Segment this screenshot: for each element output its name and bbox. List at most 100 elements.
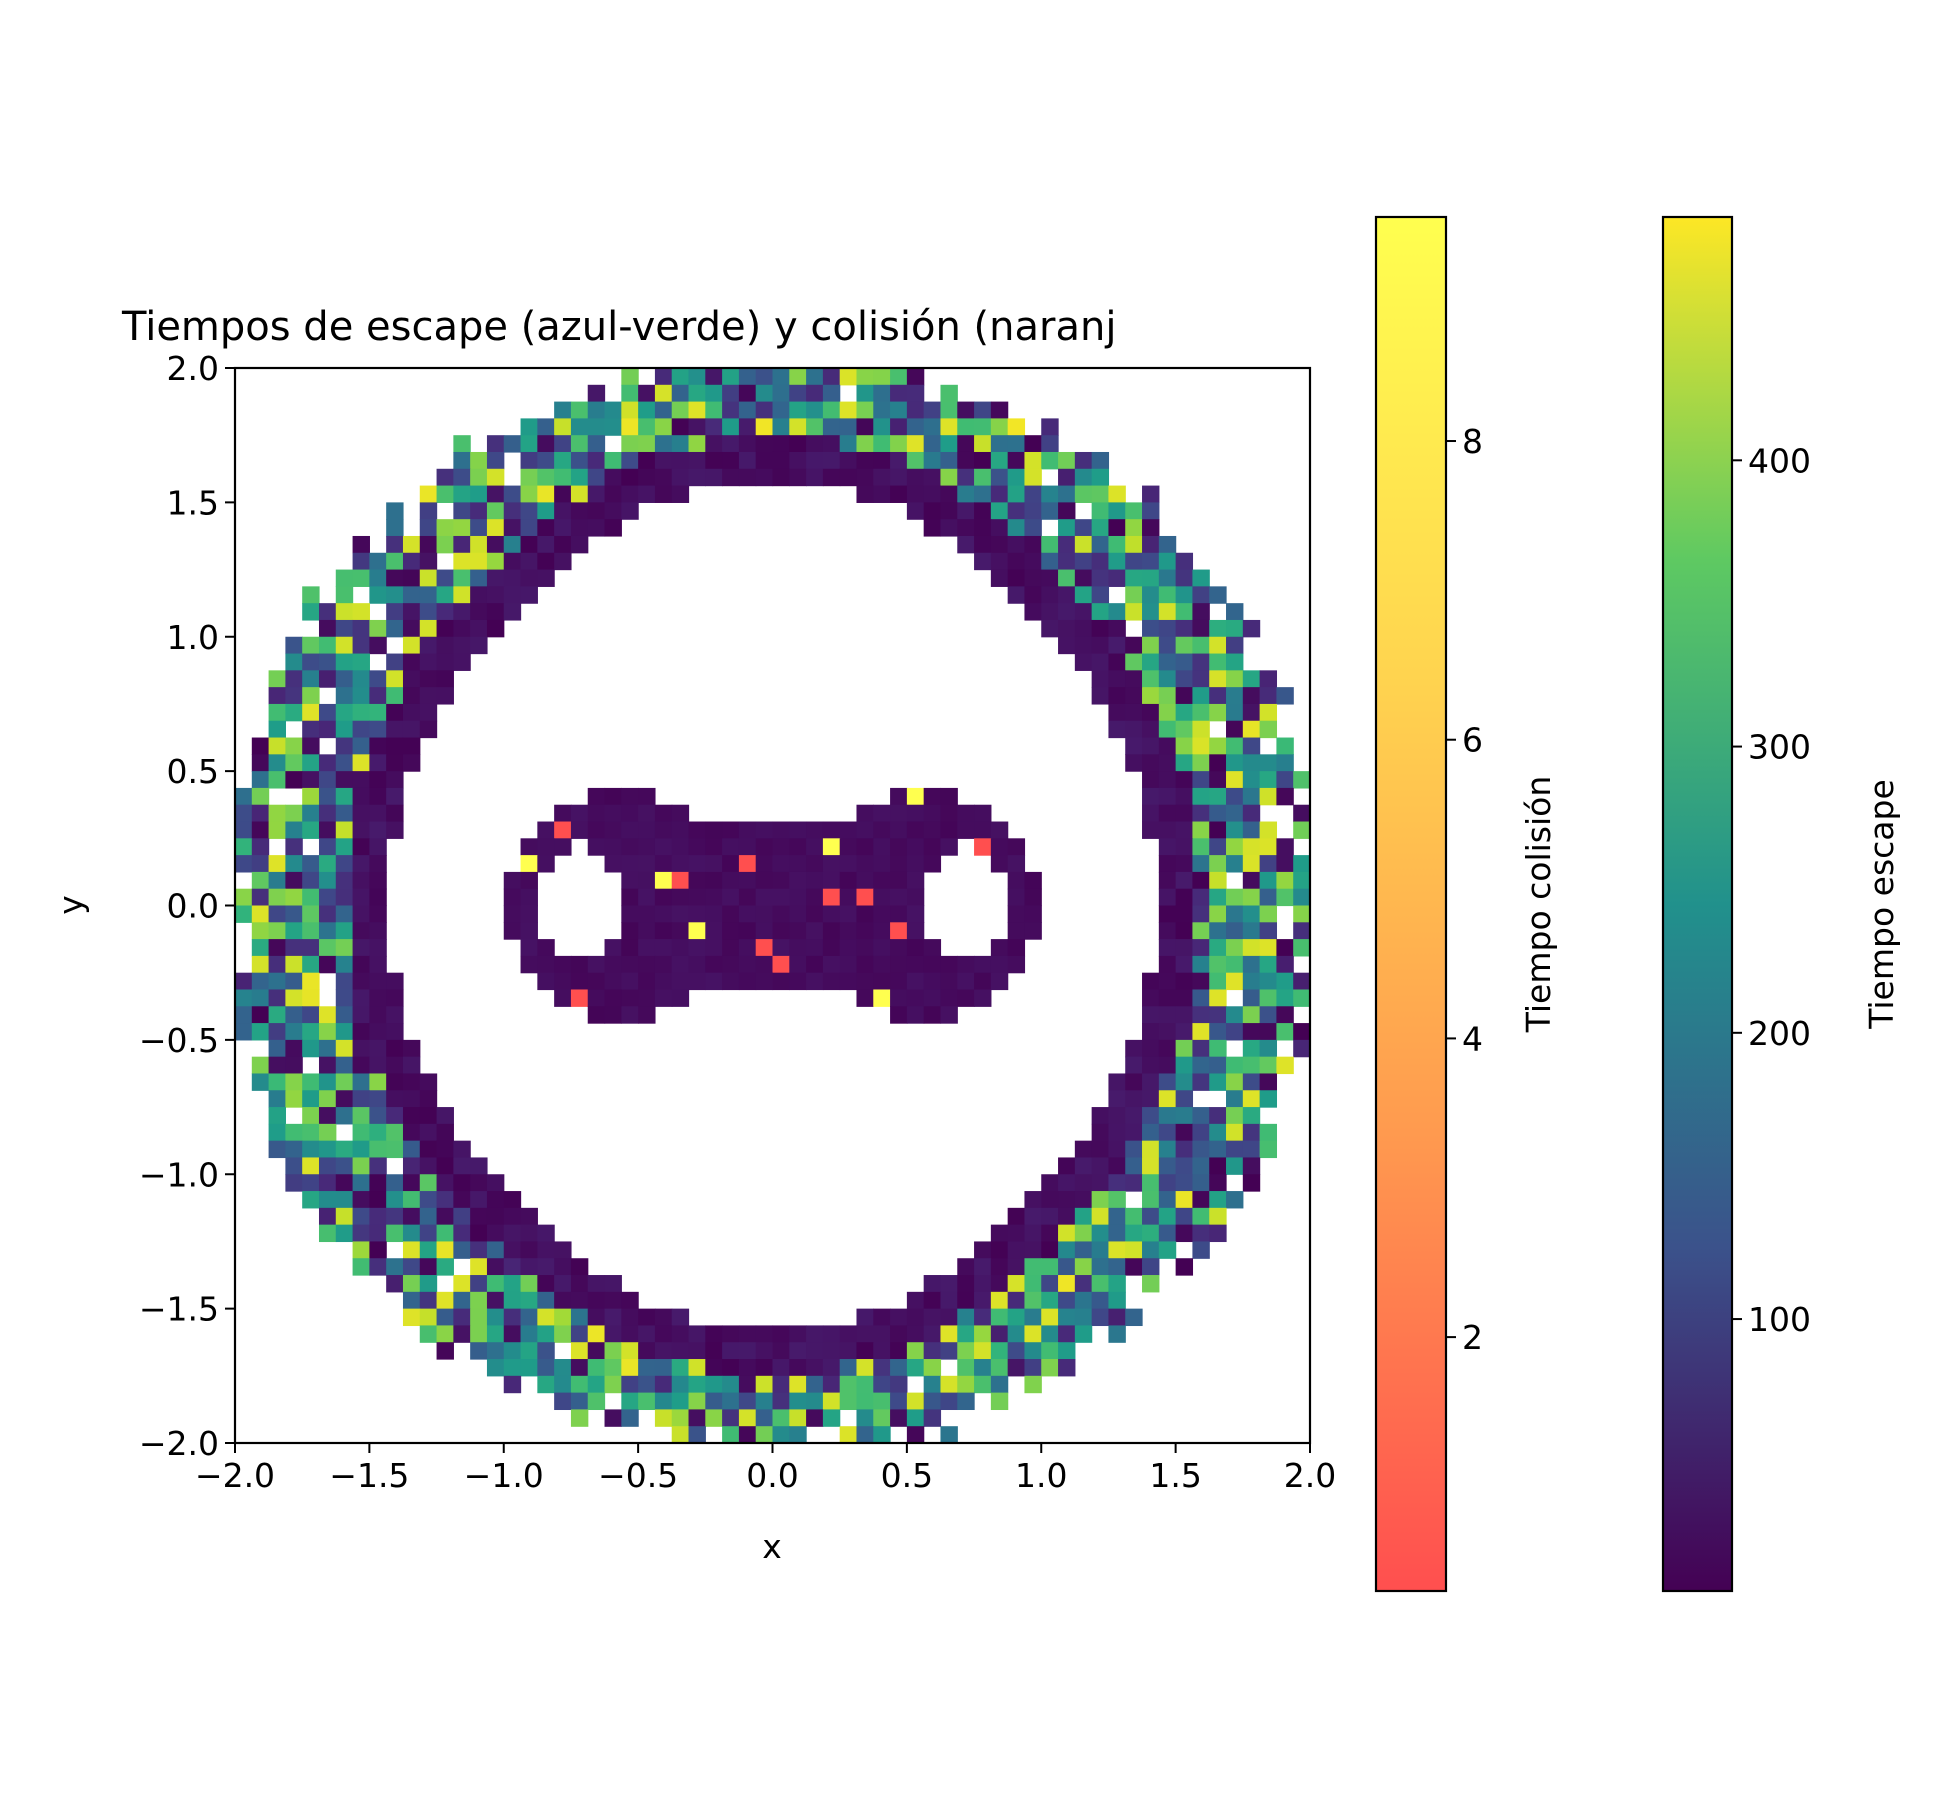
colorbar-tick-label: 8 xyxy=(1462,422,1483,461)
heatmap-cell xyxy=(1108,603,1126,621)
heatmap-cell xyxy=(890,1359,908,1377)
heatmap-cell xyxy=(302,1140,320,1159)
heatmap-cell xyxy=(352,771,370,789)
heatmap-cell xyxy=(570,1409,589,1427)
heatmap-cell xyxy=(990,535,1009,554)
x-axis-label: x xyxy=(762,1527,782,1566)
heatmap-cell xyxy=(789,871,807,890)
heatmap-cell xyxy=(1242,771,1261,789)
heatmap-cell xyxy=(654,972,673,991)
heatmap-cell xyxy=(419,636,438,655)
heatmap-cell xyxy=(318,871,337,890)
heatmap-cell xyxy=(335,888,354,907)
heatmap-cell xyxy=(352,922,370,940)
heatmap-cell xyxy=(1158,1157,1177,1175)
heatmap-cell xyxy=(503,1258,522,1276)
heatmap-cell xyxy=(1158,855,1177,873)
heatmap-cell xyxy=(318,787,337,806)
heatmap-cell xyxy=(1058,1207,1076,1226)
heatmap-cell xyxy=(839,1426,858,1443)
heatmap-cell xyxy=(1007,485,1026,503)
heatmap-cell xyxy=(806,838,824,856)
heatmap-cell xyxy=(1024,1191,1042,1209)
heatmap-cell xyxy=(822,939,841,957)
heatmap-cell xyxy=(1259,821,1278,839)
heatmap-cell xyxy=(789,1342,807,1360)
heatmap-cell xyxy=(621,939,639,957)
heatmap-cell xyxy=(990,1359,1009,1377)
heatmap-cell xyxy=(1226,1090,1244,1108)
heatmap-cell xyxy=(1175,670,1194,688)
heatmap-cell xyxy=(890,955,908,974)
heatmap-cell xyxy=(1175,922,1194,940)
heatmap-cell xyxy=(352,1073,370,1091)
heatmap-cell xyxy=(990,1342,1009,1360)
heatmap-cell xyxy=(268,1006,286,1024)
heatmap-cell xyxy=(1226,1107,1244,1125)
heatmap-cell xyxy=(1276,888,1294,907)
heatmap-cell xyxy=(1007,955,1026,974)
heatmap-cell xyxy=(671,1375,690,1394)
heatmap-cell xyxy=(503,1207,522,1226)
heatmap-cell xyxy=(822,401,841,419)
heatmap-cell xyxy=(990,451,1009,470)
heatmap-cell xyxy=(772,1359,790,1377)
heatmap-cell xyxy=(806,368,824,386)
heatmap-cell xyxy=(302,1006,320,1024)
heatmap-cell xyxy=(638,922,656,940)
heatmap-cell xyxy=(1007,586,1026,604)
heatmap-cell xyxy=(1259,720,1278,739)
heatmap-cell xyxy=(335,636,354,655)
heatmap-cell xyxy=(1209,787,1227,806)
heatmap-cell xyxy=(1125,1090,1143,1108)
heatmap-cell xyxy=(923,804,942,823)
heatmap-cell xyxy=(654,1392,673,1411)
heatmap-cell xyxy=(1259,771,1278,789)
heatmap-cell xyxy=(772,871,790,890)
heatmap-cell xyxy=(419,1090,438,1108)
heatmap-cell xyxy=(402,1275,421,1293)
heatmap-cell xyxy=(352,1039,370,1058)
heatmap-cell xyxy=(1209,687,1227,705)
heatmap-cell xyxy=(1175,754,1194,772)
heatmap-cell xyxy=(352,804,370,823)
heatmap-cell xyxy=(1142,1123,1160,1142)
heatmap-cell xyxy=(537,821,555,839)
heatmap-cell xyxy=(621,1291,639,1310)
heatmap-cell xyxy=(570,502,589,520)
heatmap-cell xyxy=(856,939,874,957)
heatmap-cell xyxy=(302,703,320,722)
heatmap-cell xyxy=(856,989,874,1007)
heatmap-cell xyxy=(772,468,790,487)
heatmap-cell xyxy=(1158,838,1177,856)
heatmap-cell xyxy=(1058,1157,1076,1175)
heatmap-cell xyxy=(1007,451,1026,470)
heatmap-cell xyxy=(1125,636,1143,655)
heatmap-cell xyxy=(1041,1191,1059,1209)
heatmap-cell xyxy=(1125,502,1143,520)
heatmap-cell xyxy=(554,989,572,1007)
heatmap-cell xyxy=(906,1291,925,1310)
heatmap-cell xyxy=(1226,670,1244,688)
heatmap-cell xyxy=(1276,771,1294,789)
heatmap-cell xyxy=(1024,485,1042,503)
heatmap-cell xyxy=(604,451,622,470)
heatmap-cell xyxy=(990,1375,1009,1394)
heatmap-cell xyxy=(1091,485,1110,503)
heatmap-cell xyxy=(470,1224,488,1243)
heatmap-cell xyxy=(1192,787,1210,806)
heatmap-cell xyxy=(638,1359,656,1377)
heatmap-cell xyxy=(302,871,320,890)
heatmap-cell xyxy=(923,1291,942,1310)
heatmap-cell xyxy=(1091,619,1110,638)
heatmap-cell xyxy=(369,1157,387,1175)
heatmap-cell xyxy=(772,384,790,403)
heatmap-cell xyxy=(436,1308,454,1327)
heatmap-cell xyxy=(604,401,622,419)
heatmap-cell xyxy=(268,670,286,688)
heatmap-cell xyxy=(638,905,656,923)
heatmap-cell xyxy=(1091,687,1110,705)
heatmap-cell xyxy=(1125,586,1143,604)
heatmap-cell xyxy=(906,1409,925,1427)
heatmap-cell xyxy=(671,1426,690,1443)
